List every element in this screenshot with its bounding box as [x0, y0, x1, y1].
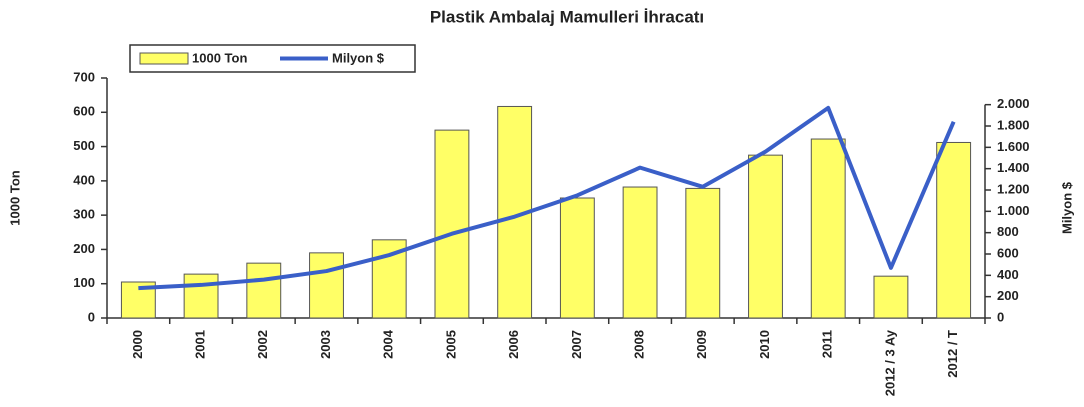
x-tick-label: 2007	[569, 330, 584, 359]
bar	[622, 186, 658, 319]
y2-tick-label: 800	[997, 224, 1019, 239]
x-tick-label: 2001	[193, 330, 208, 359]
x-tick-label: 2008	[632, 330, 647, 359]
legend-label: 1000 Ton	[192, 50, 247, 65]
y2-tick-label: 200	[997, 288, 1019, 303]
bar	[748, 154, 783, 319]
y-axis-label: 1000 Ton	[7, 170, 22, 225]
x-tick-label: 2010	[757, 330, 772, 359]
bar	[309, 252, 344, 319]
y2-tick-label: 1.400	[997, 160, 1030, 175]
x-tick-label: 2002	[255, 330, 270, 359]
y2-tick-label: 1.600	[997, 139, 1030, 154]
x-tick-label: 2005	[443, 330, 458, 359]
y2-tick-label: 1.000	[997, 203, 1030, 218]
y-tick-label: 200	[73, 241, 95, 256]
legend-swatch	[139, 52, 189, 65]
x-tick-label: 2004	[381, 329, 396, 359]
bar	[559, 197, 595, 319]
y-tick-label: 600	[73, 104, 95, 119]
y2-tick-label: 2.000	[997, 96, 1030, 111]
y-tick-label: 100	[73, 275, 95, 290]
y-tick-label: 700	[73, 69, 95, 84]
bar	[434, 129, 470, 319]
y2-tick-label: 1.200	[997, 181, 1030, 196]
y-tick-label: 500	[73, 138, 95, 153]
y-tick-label: 400	[73, 172, 95, 187]
y-tick-label: 300	[73, 207, 95, 222]
chart-title: Plastik Ambalaj Mamulleri İhracatı	[430, 7, 704, 26]
y2-tick-label: 400	[997, 267, 1019, 282]
y2-tick-label: 600	[997, 245, 1019, 260]
x-tick-label: 2000	[130, 330, 145, 359]
legend-label: Milyon $	[332, 50, 385, 65]
bar	[936, 141, 972, 319]
y-tick-label: 0	[88, 309, 95, 324]
x-tick-label: 2011	[820, 330, 835, 358]
x-tick-label: 2009	[694, 330, 709, 359]
y2-tick-label: 1.800	[997, 117, 1030, 132]
y2-tick-label: 0	[997, 309, 1004, 324]
x-tick-label: 2006	[506, 330, 521, 359]
x-tick-label: 2012 / 3 Ay	[882, 329, 897, 396]
y2-axis-label: Milyon $	[1059, 181, 1074, 234]
x-tick-label: 2012 / T	[945, 330, 960, 378]
x-tick-label: 2003	[318, 330, 333, 359]
bar	[183, 273, 219, 319]
bar	[810, 138, 846, 319]
line	[138, 105, 956, 291]
bar	[685, 187, 721, 319]
bar	[246, 262, 282, 319]
bar	[873, 275, 909, 319]
